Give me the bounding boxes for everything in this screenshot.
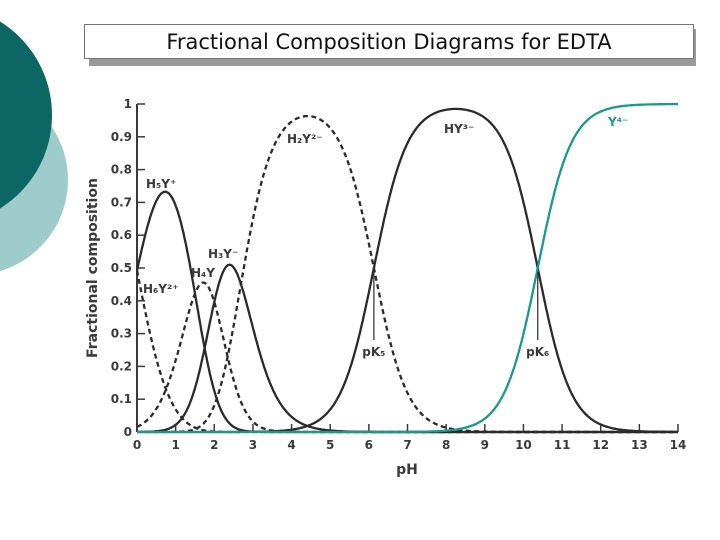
curves <box>135 102 678 434</box>
y-tick-label: 1 <box>124 97 132 111</box>
series-label: Y⁴⁻ <box>607 115 628 129</box>
y-tick-label: 0.6 <box>111 228 132 242</box>
x-tick-label: 13 <box>631 438 648 452</box>
series-labels: H₆Y²⁺ H₅Y⁺ H₄Y H₃Y⁻ H₂Y²⁻ HY³⁻ Y⁴⁻ pK₅ pK₆ <box>143 115 628 359</box>
x-tick-label: 3 <box>249 438 257 452</box>
x-tick-label: 5 <box>326 438 334 452</box>
y-tick-label: 0.1 <box>111 392 132 406</box>
x-axis-label: pH <box>396 462 418 478</box>
series-line-0 <box>135 270 678 434</box>
y-tick-label: 0 <box>124 425 132 439</box>
x-tick-label: 9 <box>481 438 489 452</box>
y-tick-label: 0.8 <box>111 163 132 177</box>
series-label: H₆Y²⁺ <box>143 282 179 296</box>
x-tick-label: 7 <box>403 438 411 452</box>
y-tick-label: 0.2 <box>111 359 132 373</box>
x-tick-label: 12 <box>592 438 609 452</box>
series-line-6 <box>137 102 678 434</box>
decorative-circles <box>0 21 68 272</box>
x-tick-label: 6 <box>365 438 373 452</box>
slide-title: Fractional Composition Diagrams for EDTA <box>84 24 694 59</box>
y-tick-label: 0.4 <box>111 294 132 308</box>
series-label: H₃Y⁻ <box>208 247 238 261</box>
x-tick-label: 2 <box>210 438 218 452</box>
series-line-2 <box>136 281 678 434</box>
x-tick-label: 4 <box>287 438 295 452</box>
y-tick-label: 0.7 <box>111 195 132 209</box>
x-tick-label: 1 <box>171 438 179 452</box>
x-tick-label: 0 <box>133 438 141 452</box>
y-tick-label: 0.3 <box>111 327 132 341</box>
x-tick-label: 10 <box>515 438 532 452</box>
y-tick-label: 0.5 <box>111 261 132 275</box>
series-line-3 <box>137 263 678 434</box>
y-tick-label: 0.9 <box>111 130 132 144</box>
decorative-dark-circle <box>0 21 52 209</box>
y-axis-label: Fractional composition <box>85 178 101 358</box>
series-line-4 <box>137 114 678 434</box>
x-tick-label: 11 <box>554 438 571 452</box>
series-label: H₅Y⁺ <box>146 177 176 191</box>
series-label: HY³⁻ <box>444 122 474 136</box>
series-line-5 <box>137 107 678 434</box>
series-label: H₂Y²⁻ <box>287 132 323 146</box>
x-tick-label: 8 <box>442 438 450 452</box>
pk-label: pK₆ <box>526 345 549 359</box>
pk-label: pK₅ <box>362 345 385 359</box>
x-tick-label: 14 <box>670 438 687 452</box>
series-label: H₄Y <box>191 266 215 280</box>
